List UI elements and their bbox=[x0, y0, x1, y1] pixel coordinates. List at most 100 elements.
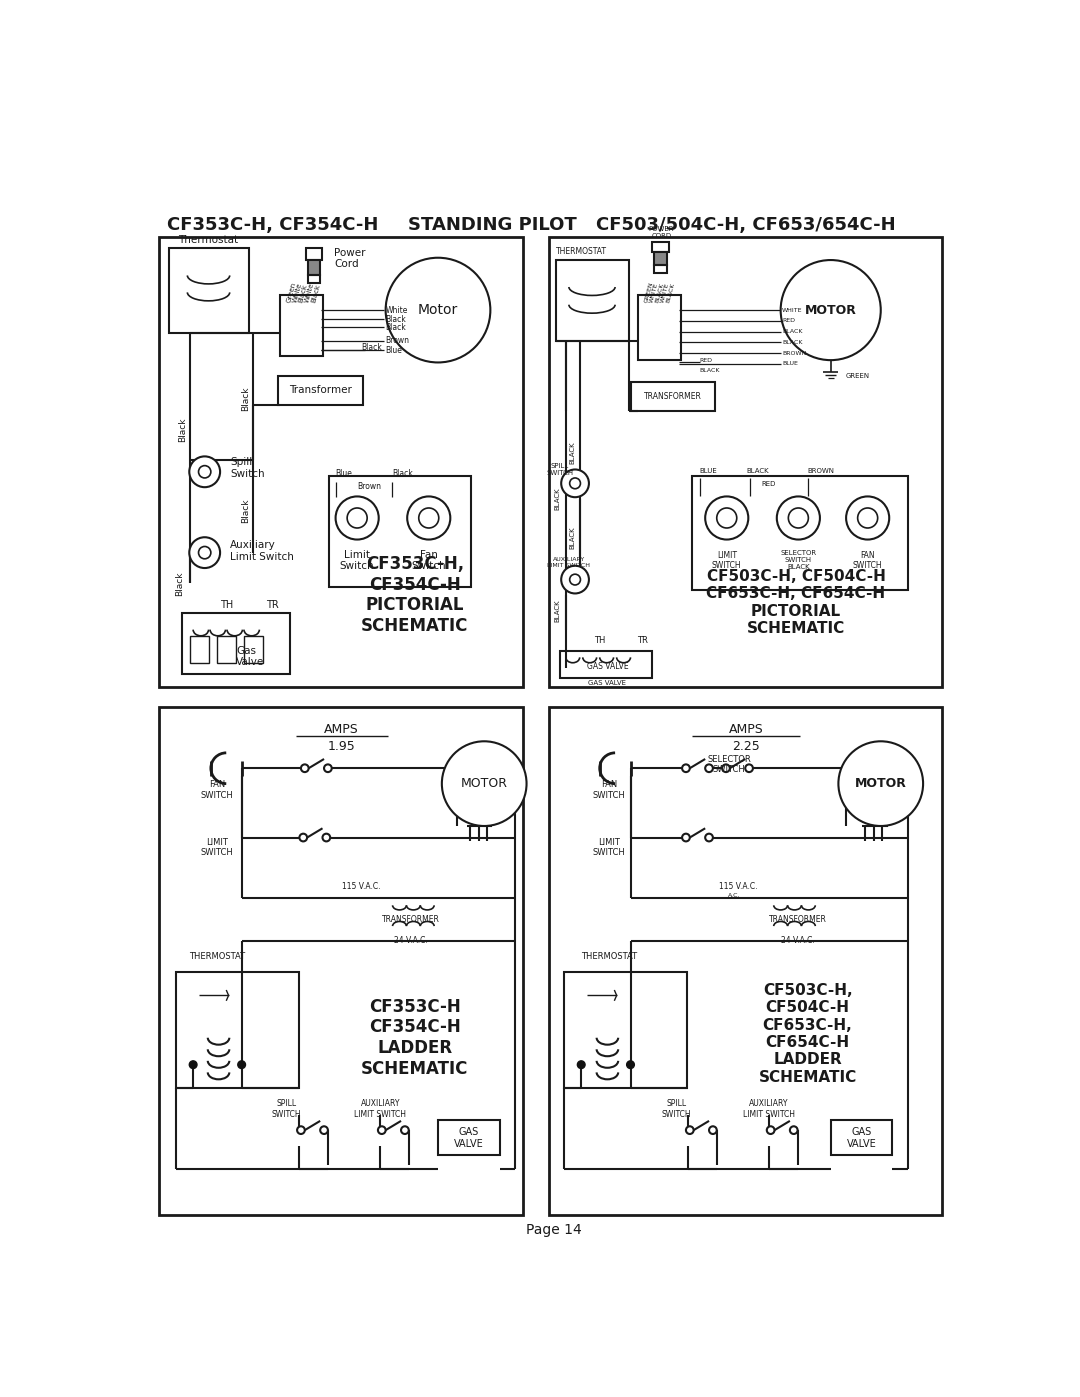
Text: SELECTOR
SWITCH: SELECTOR SWITCH bbox=[707, 754, 751, 774]
Text: Blue: Blue bbox=[336, 469, 352, 478]
Circle shape bbox=[189, 1060, 197, 1069]
Circle shape bbox=[336, 496, 379, 539]
Text: TR: TR bbox=[266, 599, 279, 610]
Text: STANDING PILOT: STANDING PILOT bbox=[407, 217, 577, 235]
Text: TRANSFORMER: TRANSFORMER bbox=[769, 915, 827, 923]
Bar bbox=[831, 1120, 892, 1155]
Text: Black: Black bbox=[310, 284, 321, 303]
Circle shape bbox=[626, 1060, 634, 1069]
Text: AUXILIARY
LIMIT SWITCH: AUXILIARY LIMIT SWITCH bbox=[548, 557, 591, 569]
Circle shape bbox=[238, 1060, 245, 1069]
Circle shape bbox=[189, 457, 220, 488]
Text: SPILL
SWITCH: SPILL SWITCH bbox=[662, 1099, 691, 1119]
Circle shape bbox=[407, 496, 450, 539]
Bar bbox=[168, 249, 249, 334]
Text: BLACK: BLACK bbox=[569, 441, 575, 464]
Circle shape bbox=[683, 764, 690, 773]
Bar bbox=[306, 249, 323, 260]
Circle shape bbox=[301, 764, 309, 773]
Text: CF503C-H,
CF504C-H
CF653C-H,
CF654C-H
LADDER
SCHEMATIC: CF503C-H, CF504C-H CF653C-H, CF654C-H LA… bbox=[758, 983, 856, 1085]
Text: Brown: Brown bbox=[386, 337, 409, 345]
Bar bbox=[308, 275, 320, 284]
Circle shape bbox=[705, 764, 713, 773]
Bar bbox=[176, 972, 299, 1088]
Text: GAS
VALVE: GAS VALVE bbox=[847, 1127, 876, 1148]
Circle shape bbox=[401, 1126, 408, 1134]
Text: RED: RED bbox=[700, 358, 713, 363]
Circle shape bbox=[788, 509, 808, 528]
Circle shape bbox=[199, 465, 211, 478]
Bar bbox=[280, 295, 323, 356]
Circle shape bbox=[386, 257, 490, 362]
Text: LIMIT
SWITCH: LIMIT SWITCH bbox=[712, 550, 742, 570]
Text: BROWN: BROWN bbox=[808, 468, 835, 474]
Text: LIMIT
SWITCH: LIMIT SWITCH bbox=[201, 838, 233, 858]
Text: SPILL
SWITCH: SPILL SWITCH bbox=[271, 1099, 301, 1119]
Text: SELECTOR
SWITCH
BLACK: SELECTOR SWITCH BLACK bbox=[780, 550, 816, 570]
Text: AUXILIARY
LIMIT SWITCH: AUXILIARY LIMIT SWITCH bbox=[354, 1099, 406, 1119]
Circle shape bbox=[686, 1126, 693, 1134]
Text: TRANSFORMER: TRANSFORMER bbox=[382, 915, 440, 923]
Text: Motor: Motor bbox=[418, 303, 458, 317]
Text: Black: Black bbox=[386, 314, 406, 324]
Bar bbox=[308, 260, 320, 275]
Bar bbox=[217, 636, 237, 662]
Bar bbox=[244, 636, 264, 662]
Bar bbox=[328, 475, 471, 587]
Text: FAN
SWITCH: FAN SWITCH bbox=[201, 780, 233, 799]
Text: Blue: Blue bbox=[386, 345, 403, 355]
Text: Thermostat: Thermostat bbox=[178, 235, 239, 244]
Bar bbox=[564, 972, 688, 1088]
Bar bbox=[549, 707, 942, 1215]
Circle shape bbox=[569, 574, 580, 585]
Text: CF353C-H, CF354C-H: CF353C-H, CF354C-H bbox=[166, 217, 378, 235]
Text: White: White bbox=[305, 282, 315, 303]
Text: Black: Black bbox=[176, 571, 185, 595]
Circle shape bbox=[858, 509, 878, 528]
Text: 115 V.A.C.: 115 V.A.C. bbox=[719, 883, 757, 891]
Circle shape bbox=[347, 509, 367, 528]
Text: WHITE: WHITE bbox=[782, 307, 802, 313]
Text: CF353C-H
CF354C-H
LADDER
SCHEMATIC: CF353C-H CF354C-H LADDER SCHEMATIC bbox=[361, 997, 469, 1078]
Text: THERMOSTAT: THERMOSTAT bbox=[189, 953, 245, 961]
Bar bbox=[159, 237, 523, 687]
Text: BLACK: BLACK bbox=[554, 599, 561, 622]
Text: CF353C-H,
CF354C-H
PICTORIAL
SCHEMATIC: CF353C-H, CF354C-H PICTORIAL SCHEMATIC bbox=[361, 555, 469, 636]
Circle shape bbox=[846, 496, 889, 539]
Circle shape bbox=[767, 1126, 774, 1134]
Text: TRANSFORMER: TRANSFORMER bbox=[644, 391, 702, 401]
Circle shape bbox=[569, 478, 580, 489]
Text: WHITE: WHITE bbox=[660, 282, 670, 303]
Text: A.C.: A.C. bbox=[728, 893, 741, 898]
Text: BLACK: BLACK bbox=[654, 282, 664, 303]
Text: 24 V.A.C.: 24 V.A.C. bbox=[394, 936, 428, 946]
Text: GAS VALVE: GAS VALVE bbox=[589, 680, 626, 686]
Bar bbox=[652, 242, 669, 251]
Text: AMPS: AMPS bbox=[729, 724, 764, 736]
Circle shape bbox=[705, 496, 748, 539]
Circle shape bbox=[562, 566, 589, 594]
Text: THERMOSTAT: THERMOSTAT bbox=[581, 953, 637, 961]
Circle shape bbox=[323, 834, 330, 841]
Text: Green: Green bbox=[286, 281, 297, 303]
Circle shape bbox=[838, 742, 923, 826]
Circle shape bbox=[683, 834, 690, 841]
Text: Black: Black bbox=[178, 418, 187, 441]
Bar bbox=[654, 251, 666, 265]
Text: GAS VALVE: GAS VALVE bbox=[586, 662, 629, 671]
Text: BLACK: BLACK bbox=[700, 367, 720, 373]
Circle shape bbox=[189, 538, 220, 569]
Text: Limit
Switch: Limit Switch bbox=[340, 549, 375, 571]
Text: Black: Black bbox=[361, 342, 381, 352]
Text: White: White bbox=[386, 306, 408, 314]
Text: RED: RED bbox=[782, 319, 795, 323]
Circle shape bbox=[324, 764, 332, 773]
Text: 24 V.A.C.: 24 V.A.C. bbox=[782, 936, 815, 946]
Text: Black: Black bbox=[241, 499, 249, 522]
Text: Transformer: Transformer bbox=[288, 386, 352, 395]
Text: BLACK: BLACK bbox=[554, 488, 561, 510]
Text: THERMOSTAT: THERMOSTAT bbox=[556, 247, 607, 256]
Circle shape bbox=[199, 546, 211, 559]
Text: SPILL
SWITCH: SPILL SWITCH bbox=[546, 462, 573, 475]
Circle shape bbox=[717, 509, 737, 528]
